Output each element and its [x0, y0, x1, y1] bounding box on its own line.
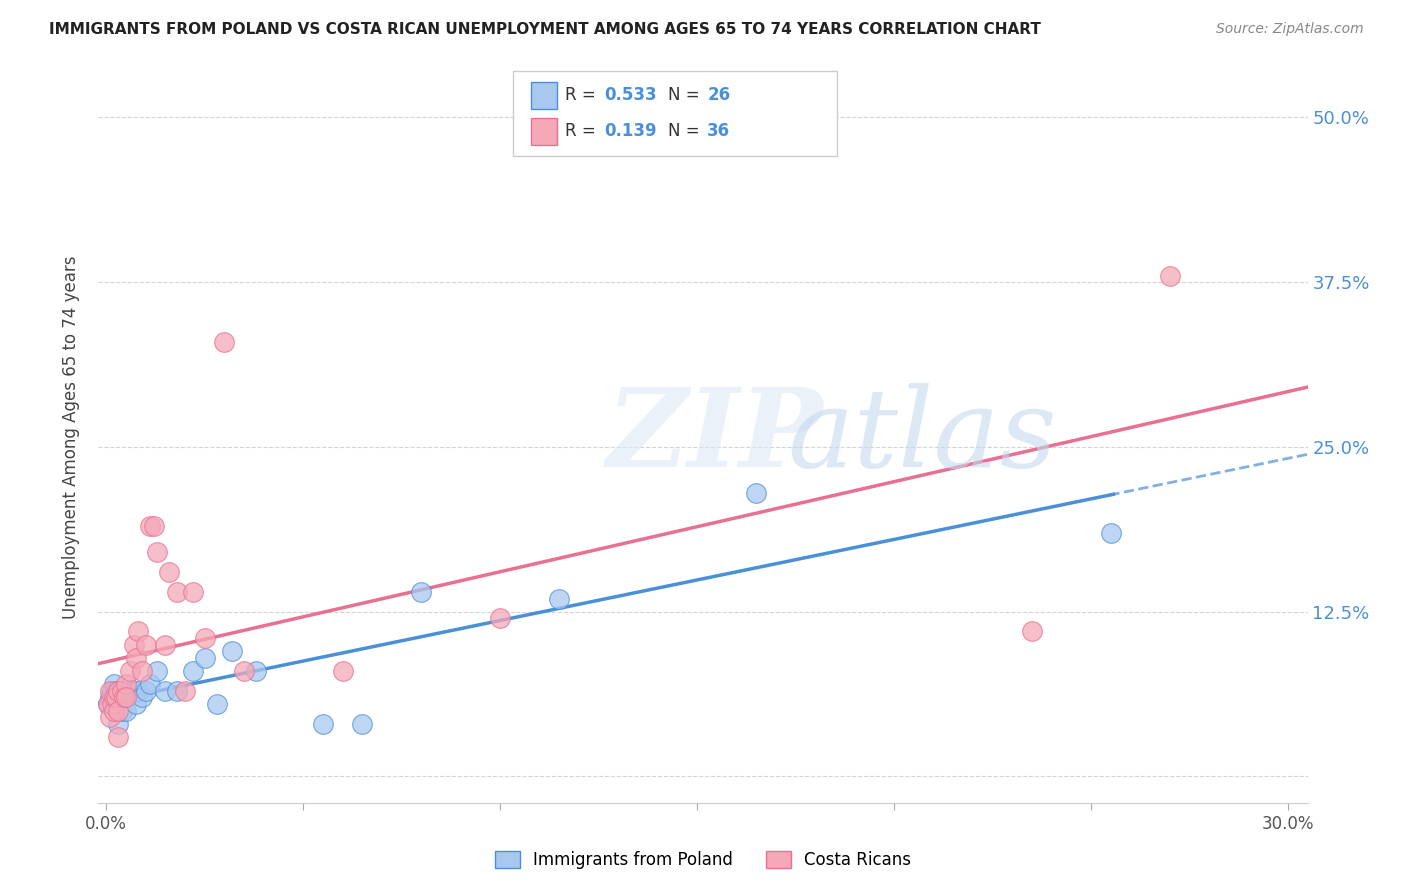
Point — [138, 519, 160, 533]
Point — [745, 486, 768, 500]
Point — [174, 683, 197, 698]
Point — [101, 697, 124, 711]
Point — [205, 697, 228, 711]
Legend: Immigrants from Poland, Costa Ricans: Immigrants from Poland, Costa Ricans — [488, 845, 918, 876]
Point — [1021, 624, 1043, 639]
Point — [548, 591, 571, 606]
Point — [146, 664, 169, 678]
Point — [352, 716, 374, 731]
Point — [108, 683, 131, 698]
Point — [312, 716, 335, 731]
Point — [489, 611, 512, 625]
Point — [107, 697, 129, 711]
Text: 36: 36 — [707, 122, 730, 140]
Point — [107, 704, 129, 718]
Point — [107, 730, 129, 744]
Point — [166, 585, 188, 599]
Point — [115, 677, 138, 691]
Point — [97, 697, 120, 711]
Point — [166, 683, 188, 698]
Point — [127, 624, 149, 639]
Y-axis label: Unemployment Among Ages 65 to 74 years: Unemployment Among Ages 65 to 74 years — [62, 255, 80, 619]
Point — [245, 664, 267, 678]
Point — [122, 683, 145, 698]
Point — [411, 585, 433, 599]
Point — [115, 704, 138, 718]
Point — [103, 690, 125, 705]
Point — [1099, 525, 1122, 540]
Point — [105, 690, 128, 705]
Point — [112, 690, 135, 705]
Point — [105, 683, 128, 698]
Text: IMMIGRANTS FROM POLAND VS COSTA RICAN UNEMPLOYMENT AMONG AGES 65 TO 74 YEARS COR: IMMIGRANTS FROM POLAND VS COSTA RICAN UN… — [49, 22, 1040, 37]
Point — [194, 631, 217, 645]
Point — [131, 690, 153, 705]
Point — [138, 677, 160, 691]
Point — [181, 664, 204, 678]
Point — [98, 710, 121, 724]
Point — [1159, 268, 1181, 283]
Point — [115, 690, 138, 705]
Point — [111, 704, 134, 718]
Point — [122, 638, 145, 652]
Point — [118, 683, 141, 698]
Point — [107, 683, 129, 698]
Point — [125, 697, 148, 711]
Point — [221, 644, 243, 658]
Point — [98, 683, 121, 698]
Point — [127, 683, 149, 698]
Point — [103, 677, 125, 691]
Text: R =: R = — [565, 87, 602, 104]
Point — [98, 690, 121, 705]
Point — [125, 650, 148, 665]
Text: N =: N = — [668, 122, 704, 140]
Point — [142, 519, 165, 533]
Point — [146, 545, 169, 559]
Point — [194, 650, 217, 665]
Point — [103, 697, 125, 711]
Point — [115, 690, 138, 705]
Text: atlas: atlas — [787, 384, 1057, 491]
Text: 0.533: 0.533 — [605, 87, 657, 104]
Point — [111, 683, 134, 698]
Point — [101, 683, 124, 698]
Point — [155, 638, 177, 652]
Text: R =: R = — [565, 122, 602, 140]
Point — [111, 690, 134, 705]
Point — [181, 585, 204, 599]
Text: ZIP: ZIP — [606, 384, 823, 491]
Point — [131, 664, 153, 678]
Point — [135, 638, 157, 652]
Point — [214, 334, 236, 349]
Point — [233, 664, 256, 678]
Text: 0.139: 0.139 — [605, 122, 657, 140]
Point — [118, 664, 141, 678]
Point — [135, 683, 157, 698]
Point — [332, 664, 354, 678]
Text: Source: ZipAtlas.com: Source: ZipAtlas.com — [1216, 22, 1364, 37]
Text: N =: N = — [668, 87, 704, 104]
Point — [107, 716, 129, 731]
Point — [157, 565, 180, 579]
Point — [103, 704, 125, 718]
Text: 26: 26 — [707, 87, 730, 104]
Point — [97, 697, 120, 711]
Point — [155, 683, 177, 698]
